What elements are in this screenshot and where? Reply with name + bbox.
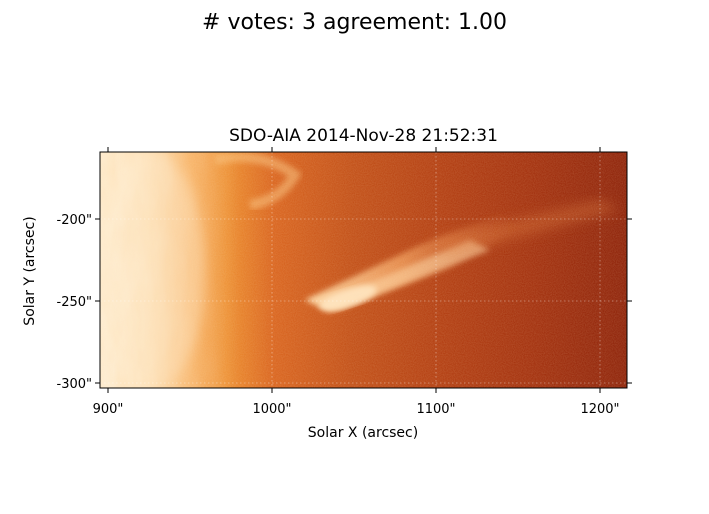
- solar-image: [100, 152, 627, 388]
- y-tick-label: -300": [57, 377, 92, 392]
- figure-suptitle: # votes: 3 agreement: 1.00: [202, 10, 507, 35]
- x-axis-title: Solar X (arcsec): [308, 425, 418, 441]
- x-tick-label: 900": [93, 402, 124, 417]
- x-tick-label: 1100": [416, 402, 455, 417]
- y-axis-title: Solar Y (arcsec): [22, 216, 38, 325]
- grid-lines: [100, 152, 627, 388]
- x-tick-label: 1200": [580, 402, 619, 417]
- y-tick-label: -200": [57, 213, 92, 228]
- x-ticks: [107, 147, 601, 393]
- plot-title: SDO-AIA 2014-Nov-28 21:52:31: [229, 126, 498, 146]
- x-tick-label: 1000": [252, 402, 291, 417]
- y-ticks: [95, 218, 632, 384]
- plot-frame: [99, 151, 628, 389]
- y-tick-label: -250": [57, 295, 92, 310]
